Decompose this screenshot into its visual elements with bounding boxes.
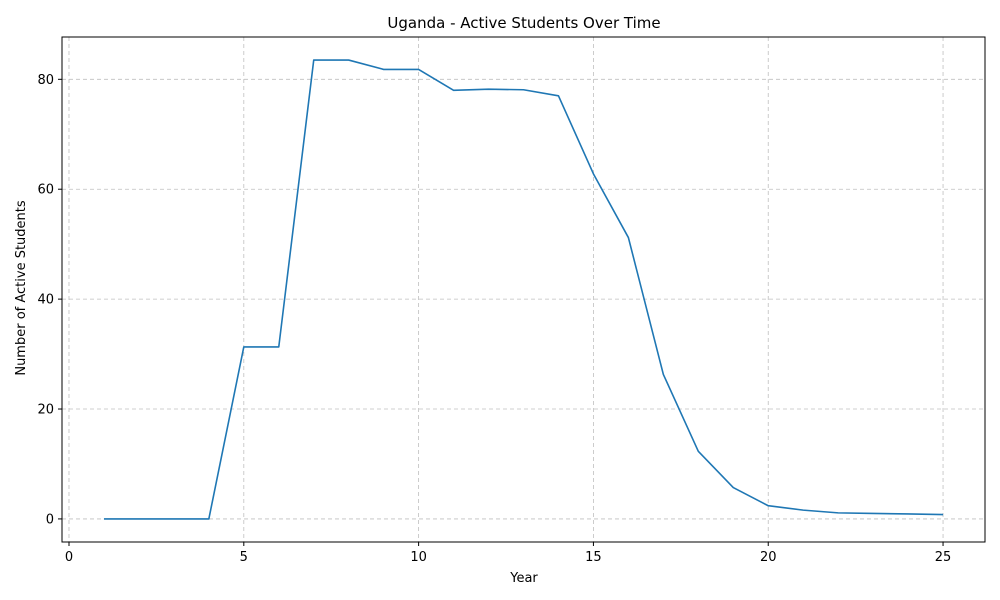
x-tick-label: 0 — [65, 550, 73, 565]
x-tick-label: 5 — [240, 550, 248, 565]
y-tick-label: 60 — [37, 183, 54, 198]
x-tick-label: 20 — [760, 550, 777, 565]
plot-frame — [61, 36, 986, 543]
series-line — [103, 59, 944, 520]
x-tick-label: 10 — [410, 550, 427, 565]
y-tick-label: 20 — [37, 403, 54, 418]
y-tick-label: 0 — [46, 512, 54, 527]
x-tick-label: 25 — [935, 550, 952, 565]
y-tick-label: 80 — [37, 73, 54, 88]
series-layer — [103, 59, 944, 520]
x-axis-label: Year — [509, 571, 538, 586]
grid-layer — [62, 37, 985, 542]
tick-layer: 0 5 10 15 20 25 0 20 40 60 80 — [37, 73, 951, 565]
y-tick-label: 40 — [37, 293, 54, 308]
y-axis-label: Number of Active Students — [14, 200, 29, 376]
chart-title: Uganda - Active Students Over Time — [387, 14, 660, 32]
x-tick-label: 15 — [585, 550, 602, 565]
